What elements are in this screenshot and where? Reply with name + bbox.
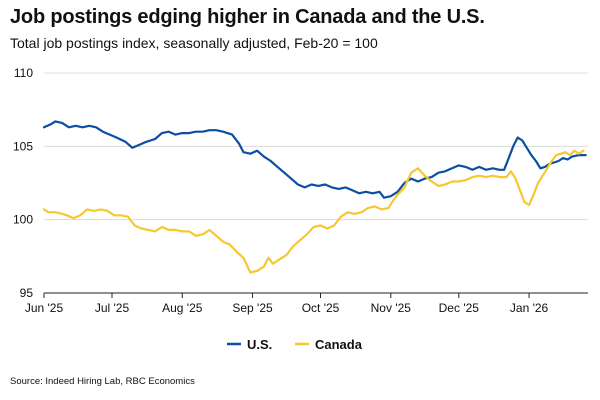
- x-tick-label-7: Jan '26: [510, 301, 549, 315]
- y-tick-label-100: 100: [13, 213, 33, 227]
- y-axis-tick-labels: 95 100 105 110: [13, 66, 33, 300]
- y-tick-label-105: 105: [13, 139, 33, 153]
- x-tick-label-5: Nov '25: [371, 301, 412, 315]
- x-tick-label-3: Sep '25: [232, 301, 273, 315]
- x-axis: [43, 292, 588, 298]
- chart-title: Job postings edging higher in Canada and…: [10, 6, 485, 28]
- gridlines: [44, 72, 588, 221]
- series-line-canada: [42, 149, 585, 274]
- series-line-u-s: [42, 120, 587, 199]
- legend-label-u-s: U.S.: [247, 337, 272, 352]
- y-tick-label-110: 110: [14, 66, 33, 80]
- source-note: Source: Indeed Hiring Lab, RBC Economics: [10, 376, 195, 387]
- x-tick-label-2: Aug '25: [162, 301, 203, 315]
- x-axis-tick-labels: Jun '25 Jul '25 Aug '25 Sep '25 Oct '25 Nov '…: [25, 301, 549, 315]
- chart-subtitle: Total job postings index, seasonally adj…: [10, 35, 378, 51]
- legend: U.S. Canada: [227, 337, 363, 352]
- y-tick-label-95: 95: [20, 286, 34, 300]
- series-lines: [42, 120, 587, 274]
- legend-label-canada: Canada: [315, 337, 363, 352]
- x-tick-label-1: Jul '25: [95, 301, 130, 315]
- x-tick-label-4: Oct '25: [302, 301, 340, 315]
- x-tick-label-6: Dec '25: [439, 301, 480, 315]
- x-tick-label-0: Jun '25: [25, 301, 64, 315]
